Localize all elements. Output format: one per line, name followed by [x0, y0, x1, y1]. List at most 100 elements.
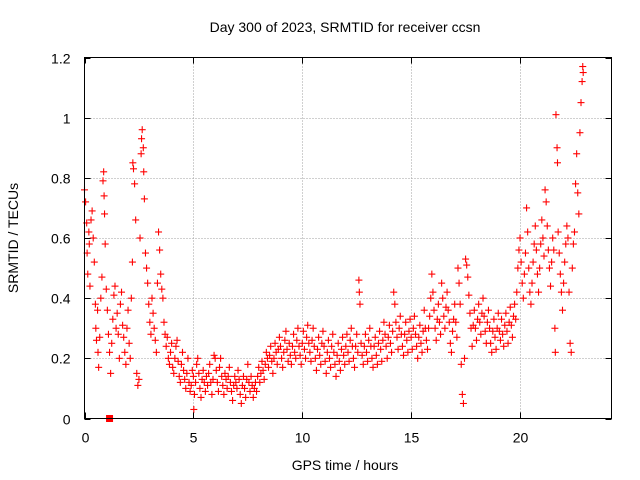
data-point [141, 249, 149, 257]
data-point [496, 336, 504, 344]
data-point [355, 276, 363, 284]
data-point [235, 375, 243, 383]
data-point [281, 336, 289, 344]
data-point [371, 333, 379, 341]
data-point [578, 78, 586, 86]
data-point [122, 360, 130, 368]
data-point [412, 330, 420, 338]
data-point [119, 321, 127, 329]
data-point [376, 327, 384, 335]
data-point [545, 264, 553, 272]
data-point [549, 234, 557, 242]
data-point [209, 375, 217, 383]
data-point [95, 363, 103, 371]
data-point [197, 393, 205, 401]
data-point [296, 351, 304, 359]
data-point [425, 324, 433, 332]
data-point [550, 246, 558, 254]
data-point [428, 270, 436, 278]
x-axis-label: GPS time / hours [292, 457, 399, 473]
data-point [358, 351, 366, 359]
data-point [452, 318, 460, 326]
data-point [205, 369, 213, 377]
data-point [406, 315, 414, 323]
data-point [334, 339, 342, 347]
data-point [470, 306, 478, 314]
data-point [553, 144, 561, 152]
data-point [524, 228, 532, 236]
data-point [339, 333, 347, 341]
data-point [155, 228, 163, 236]
data-point [344, 348, 352, 356]
data-point [260, 375, 268, 383]
data-point [124, 306, 132, 314]
data-point [249, 393, 257, 401]
data-point [246, 387, 254, 395]
data-point [459, 399, 467, 407]
data-point [441, 324, 449, 332]
data-point [548, 258, 556, 266]
data-point [374, 339, 382, 347]
data-point [103, 306, 111, 314]
data-point [319, 327, 327, 335]
data-point [536, 264, 544, 272]
data-point [389, 327, 397, 335]
data-point [320, 342, 328, 350]
data-point [206, 360, 214, 368]
data-point [160, 318, 168, 326]
data-point [500, 342, 508, 350]
data-point [178, 348, 186, 356]
chart-title: Day 300 of 2023, SRMTID for receiver ccs… [210, 19, 481, 35]
data-point [423, 345, 431, 353]
data-point [152, 348, 160, 356]
data-point [559, 306, 567, 314]
data-point [513, 288, 521, 296]
data-point [87, 216, 95, 224]
data-point [529, 258, 537, 266]
data-point [404, 348, 412, 356]
data-point [217, 354, 225, 362]
data-point [520, 270, 528, 278]
data-point [261, 360, 269, 368]
data-point [184, 354, 192, 362]
data-point [540, 252, 548, 260]
data-point [90, 258, 98, 266]
data-point [484, 306, 492, 314]
data-point [329, 330, 337, 338]
data-point [212, 366, 220, 374]
data-point [169, 363, 177, 371]
data-point [489, 327, 497, 335]
data-point [265, 363, 273, 371]
data-point [502, 309, 510, 317]
data-point [89, 234, 97, 242]
data-point [368, 354, 376, 362]
data-point [303, 333, 311, 341]
data-point [115, 354, 123, 362]
data-point [271, 339, 279, 347]
data-points [81, 63, 587, 422]
data-point [537, 240, 545, 248]
data-point [308, 336, 316, 344]
data-point [354, 348, 362, 356]
data-point [278, 354, 286, 362]
data-point [134, 381, 142, 389]
data-point [494, 309, 502, 317]
data-point [110, 291, 118, 299]
x-tick-label: 15 [404, 430, 420, 446]
data-point [551, 348, 559, 356]
data-point [168, 339, 176, 347]
data-point [288, 342, 296, 350]
data-point [347, 324, 355, 332]
data-point [241, 384, 249, 392]
data-point [325, 354, 333, 362]
data-point [244, 360, 252, 368]
data-point [383, 354, 391, 362]
data-point [227, 387, 235, 395]
data-point [553, 159, 561, 167]
data-point [495, 327, 503, 335]
data-point [309, 324, 317, 332]
data-point [332, 372, 340, 380]
data-point [94, 306, 102, 314]
data-point [481, 327, 489, 335]
